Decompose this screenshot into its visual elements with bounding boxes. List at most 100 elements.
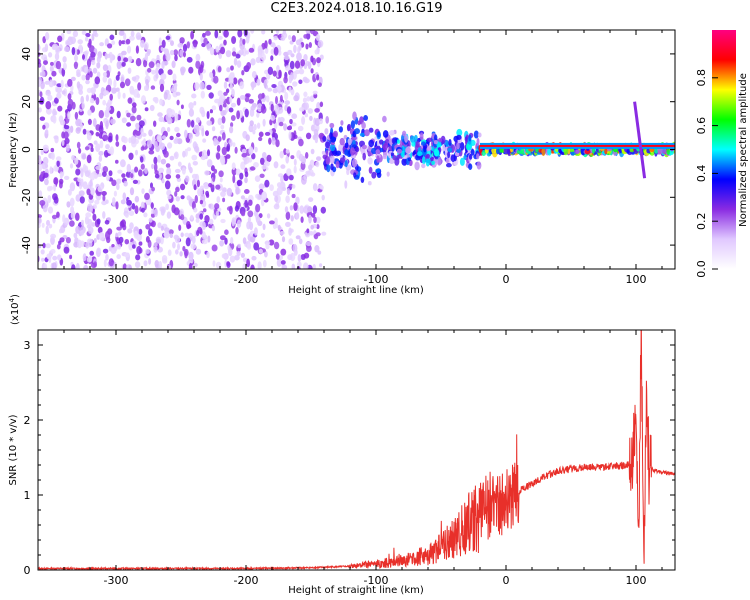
- heatmap-cell: [279, 254, 284, 260]
- heatmap-cell: [661, 149, 668, 155]
- heatmap-cell: [164, 227, 170, 233]
- snr-frame: [37, 329, 676, 571]
- heatmap-cell: [270, 55, 274, 61]
- heatmap-cell: [195, 213, 201, 220]
- heatmap-cell: [92, 213, 97, 221]
- heatmap-cell: [55, 156, 62, 161]
- heatmap-cell: [96, 247, 101, 253]
- heatmap-cell: [184, 129, 188, 139]
- heatmap-cell: [69, 220, 75, 227]
- heatmap-cell: [38, 222, 41, 229]
- heatmap-cell: [173, 85, 177, 92]
- heatmap-cell: [173, 49, 179, 56]
- heatmap-cell: [275, 139, 280, 148]
- heatmap-cell: [273, 104, 279, 112]
- heatmap-cell: [318, 118, 323, 125]
- heatmap-cell: [155, 62, 161, 69]
- heatmap-cell: [221, 253, 227, 259]
- heatmap-cell: [279, 150, 284, 159]
- heatmap-cell: [199, 81, 205, 90]
- heatmap-cell: [78, 148, 82, 154]
- heatmap-cell: [248, 124, 254, 133]
- heatmap-cell: [45, 101, 52, 110]
- heatmap-cell: [45, 129, 49, 135]
- heatmap-x-tick-label: 100: [626, 273, 647, 286]
- heatmap-cell: [89, 179, 93, 187]
- heatmap-cell: [42, 203, 48, 213]
- heatmap-cell: [82, 128, 87, 135]
- heatmap-cell: [136, 35, 142, 40]
- heatmap-cell: [363, 129, 370, 137]
- heatmap-cell: [103, 90, 110, 96]
- heatmap-cell: [81, 30, 87, 35]
- heatmap-cell: [248, 146, 254, 156]
- heatmap-cell: [96, 71, 101, 78]
- heatmap-cell: [43, 60, 48, 65]
- heatmap-cell: [141, 95, 146, 104]
- heatmap-cell: [174, 191, 178, 197]
- heatmap-cell: [40, 171, 44, 178]
- heatmap-cell: [171, 60, 176, 69]
- heatmap-cell: [249, 221, 254, 231]
- heatmap-cell: [288, 238, 294, 245]
- heatmap-cell: [262, 259, 267, 268]
- heatmap-cell: [217, 66, 222, 73]
- heatmap-cell: [236, 110, 241, 120]
- heatmap-cell: [265, 95, 270, 103]
- heatmap-cell: [199, 213, 204, 220]
- heatmap-cell: [104, 109, 110, 118]
- heatmap-cell: [196, 179, 200, 188]
- heatmap-cell: [54, 52, 60, 61]
- heatmap-cell: [391, 137, 396, 145]
- heatmap-cell: [300, 59, 306, 67]
- heatmap-cell: [201, 221, 206, 230]
- heatmap-cell: [246, 258, 251, 268]
- heatmap-cell: [188, 102, 194, 110]
- heatmap-cell: [148, 61, 155, 69]
- heatmap-cell: [135, 45, 139, 54]
- heatmap-cell: [376, 171, 382, 178]
- heatmap-cell: [185, 237, 191, 247]
- heatmap-cell: [121, 61, 126, 67]
- heatmap-cell: [105, 230, 111, 240]
- heatmap-cell: [456, 128, 463, 137]
- heatmap-cell: [91, 222, 96, 227]
- heatmap-cell: [231, 51, 237, 57]
- heatmap-cell: [86, 256, 92, 263]
- heatmap-cell: [45, 225, 49, 235]
- heatmap-cell: [230, 102, 237, 108]
- heatmap-cell: [363, 115, 368, 121]
- heatmap-cell: [235, 227, 239, 235]
- heatmap-cell: [288, 131, 292, 141]
- heatmap-cell: [245, 93, 251, 98]
- heatmap-cell: [177, 43, 184, 48]
- heatmap-cell: [55, 60, 62, 70]
- heatmap-cell: [333, 130, 338, 138]
- heatmap-cell: [325, 141, 331, 149]
- heatmap-cell: [175, 186, 180, 193]
- heatmap-cell: [161, 61, 165, 69]
- heatmap-cell: [299, 205, 305, 214]
- heatmap-cell: [92, 67, 98, 74]
- heatmap-cell: [38, 107, 42, 113]
- heatmap-cell: [325, 150, 329, 157]
- heatmap-cell: [52, 43, 59, 50]
- heatmap-cell: [401, 150, 405, 158]
- heatmap-cell: [354, 128, 360, 135]
- heatmap-cell: [221, 146, 227, 156]
- heatmap-cell: [456, 134, 462, 140]
- heatmap-cell: [391, 143, 395, 152]
- heatmap-cell: [97, 226, 103, 234]
- heatmap-cell: [175, 91, 181, 96]
- heatmap-cell: [98, 150, 104, 156]
- heatmap-cell: [80, 95, 84, 105]
- heatmap-cell: [206, 111, 210, 119]
- heatmap-cell: [48, 79, 54, 88]
- heatmap-cell: [153, 246, 158, 253]
- heatmap-cell: [174, 126, 180, 133]
- heatmap-cell: [65, 143, 70, 152]
- heatmap-cell: [184, 250, 188, 259]
- heatmap-cell: [165, 52, 171, 62]
- heatmap-cell: [244, 108, 249, 118]
- heatmap-cell: [130, 135, 137, 145]
